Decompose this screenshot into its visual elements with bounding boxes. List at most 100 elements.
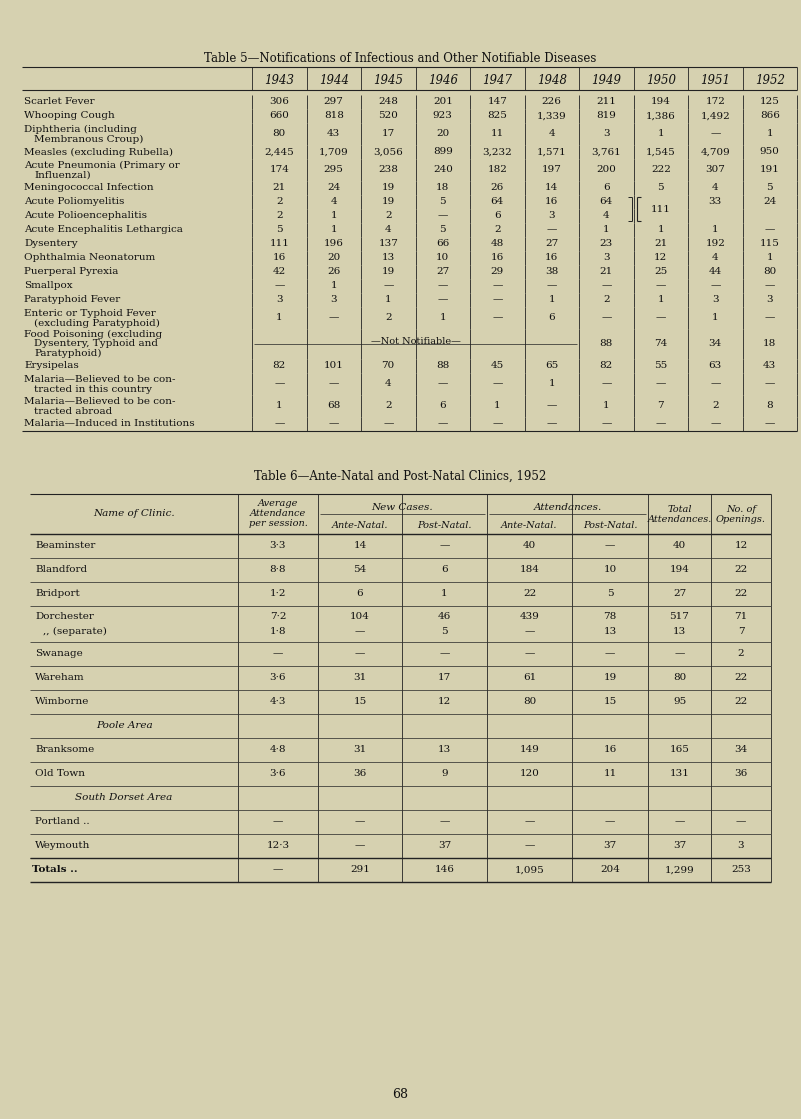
Text: 80: 80 [523,697,536,706]
Text: 2: 2 [385,211,392,220]
Text: —: — [274,379,284,388]
Text: 1943: 1943 [264,74,294,86]
Text: 899: 899 [433,148,453,157]
Text: 1: 1 [331,282,337,291]
Text: 5: 5 [276,226,283,235]
Text: 1950: 1950 [646,74,676,86]
Text: 66: 66 [436,239,449,248]
Text: —: — [710,379,720,388]
Text: —: — [655,313,666,322]
Text: 3: 3 [603,254,610,263]
Text: 16: 16 [545,254,558,263]
Text: —: — [383,282,393,291]
Text: 5: 5 [606,590,614,599]
Text: 5: 5 [658,184,664,192]
Text: 27: 27 [545,239,558,248]
Text: Portland ..: Portland .. [35,818,90,827]
Text: —: — [437,295,448,304]
Text: 147: 147 [487,97,507,106]
Text: —: — [710,282,720,291]
Text: 1946: 1946 [428,74,457,86]
Text: 297: 297 [324,97,344,106]
Text: 222: 222 [650,166,670,175]
Text: 26: 26 [327,267,340,276]
Text: 1,339: 1,339 [537,112,566,121]
Text: 11: 11 [491,130,504,139]
Text: 43: 43 [763,361,776,370]
Text: 111: 111 [650,205,670,214]
Text: 520: 520 [378,112,398,121]
Text: 1: 1 [658,130,664,139]
Text: 211: 211 [596,97,616,106]
Text: 149: 149 [520,745,539,754]
Text: —: — [655,379,666,388]
Text: Poole Area: Poole Area [95,722,152,731]
Text: 74: 74 [654,339,667,348]
Text: 68: 68 [327,402,340,411]
Text: 24: 24 [327,184,340,192]
Text: 194: 194 [650,97,670,106]
Text: 8: 8 [767,402,773,411]
Text: —: — [765,379,775,388]
Text: 1: 1 [331,211,337,220]
Text: 238: 238 [378,166,398,175]
Text: Swanage: Swanage [35,649,83,658]
Text: 6: 6 [494,211,501,220]
Text: 2: 2 [603,295,610,304]
Text: Scarlet Fever: Scarlet Fever [24,97,95,106]
Text: Influenzal): Influenzal) [34,171,91,180]
Text: 1947: 1947 [482,74,513,86]
Text: 68: 68 [392,1089,408,1101]
Text: 2: 2 [276,197,283,207]
Text: 1: 1 [658,226,664,235]
Text: 4: 4 [603,211,610,220]
Text: 866: 866 [760,112,779,121]
Text: —: — [328,420,339,429]
Text: Bridport: Bridport [35,590,80,599]
Text: 137: 137 [378,239,398,248]
Text: Blandford: Blandford [35,565,87,574]
Text: 54: 54 [353,565,367,574]
Text: 1,492: 1,492 [700,112,731,121]
Text: 15: 15 [353,697,367,706]
Text: —: — [601,379,611,388]
Text: —: — [437,211,448,220]
Text: 1: 1 [549,379,555,388]
Text: 115: 115 [760,239,779,248]
Text: 5: 5 [440,226,446,235]
Text: 240: 240 [433,166,453,175]
Text: 31: 31 [353,745,367,754]
Text: Attendances.: Attendances. [533,504,602,513]
Text: 1,299: 1,299 [665,865,694,875]
Text: 48: 48 [491,239,504,248]
Text: —: — [601,420,611,429]
Text: 16: 16 [491,254,504,263]
Text: 1,571: 1,571 [537,148,566,157]
Text: —Not Notifiable—: —Not Notifiable— [371,338,461,347]
Text: —: — [655,282,666,291]
Text: 12: 12 [735,542,747,551]
Text: 21: 21 [600,267,613,276]
Text: 1948: 1948 [537,74,567,86]
Text: 95: 95 [673,697,686,706]
Text: No. of: No. of [726,505,756,514]
Text: —: — [492,295,502,304]
Text: 26: 26 [491,184,504,192]
Text: 4·3: 4·3 [270,697,286,706]
Text: —: — [525,628,535,637]
Text: —: — [525,841,535,850]
Text: 13: 13 [673,628,686,637]
Text: Malaria—Induced in Institutions: Malaria—Induced in Institutions [24,420,195,429]
Text: Acute Pneumonia (Primary or: Acute Pneumonia (Primary or [24,161,179,170]
Text: 2: 2 [494,226,501,235]
Text: Puerperal Pyrexia: Puerperal Pyrexia [24,267,119,276]
Text: 34: 34 [709,339,722,348]
Text: 82: 82 [600,361,613,370]
Text: Acute Encephalitis Lethargica: Acute Encephalitis Lethargica [24,226,183,235]
Text: Dorchester: Dorchester [35,612,94,621]
Text: 923: 923 [433,112,453,121]
Text: —: — [439,542,449,551]
Text: 80: 80 [763,267,776,276]
Text: —: — [601,282,611,291]
Text: 37: 37 [673,841,686,850]
